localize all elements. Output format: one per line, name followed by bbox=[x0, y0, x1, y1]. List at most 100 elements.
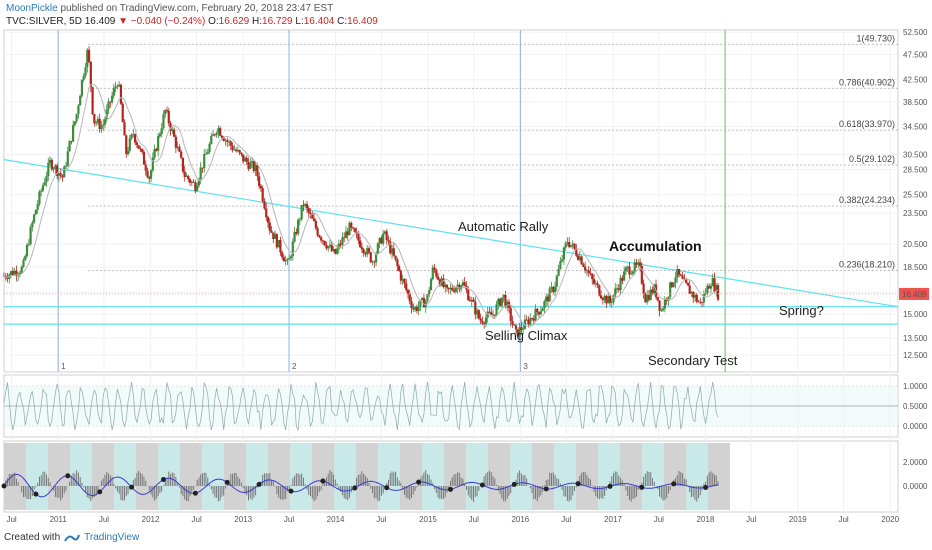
candle-body bbox=[626, 266, 629, 268]
candle-body bbox=[59, 173, 62, 176]
moving-average-line bbox=[3, 83, 719, 328]
candle-body bbox=[594, 283, 597, 285]
close-value: 16.409 bbox=[347, 16, 378, 27]
candle-body bbox=[582, 264, 585, 267]
candle-body bbox=[183, 171, 186, 177]
osc2-regime-band bbox=[114, 443, 136, 510]
candle-body bbox=[392, 248, 395, 256]
open-value: 16.629 bbox=[218, 16, 250, 27]
candle-body bbox=[495, 304, 498, 316]
candle-body bbox=[73, 121, 76, 126]
candle-body bbox=[217, 128, 220, 133]
candle-body bbox=[50, 159, 53, 170]
osc2-signal-dot bbox=[161, 477, 166, 482]
candle-body bbox=[398, 266, 401, 271]
tradingview-brand-link[interactable]: TradingView bbox=[84, 532, 140, 543]
candle-body bbox=[61, 175, 64, 178]
candle-body bbox=[635, 262, 638, 265]
published-text: published on TradingView.com, February 2… bbox=[60, 3, 334, 14]
candle-body bbox=[706, 285, 709, 294]
candle-body bbox=[548, 288, 551, 302]
candle-body bbox=[550, 287, 553, 289]
candle-body bbox=[27, 244, 30, 246]
candle-body bbox=[530, 318, 534, 319]
candle-body bbox=[238, 150, 241, 153]
candle-body bbox=[646, 294, 649, 303]
candle-body bbox=[24, 255, 27, 261]
candle-body bbox=[564, 243, 567, 248]
candle-body bbox=[227, 141, 231, 143]
candle-body bbox=[312, 218, 316, 222]
candle-body bbox=[259, 185, 263, 189]
candle-body bbox=[399, 270, 402, 281]
candle-body bbox=[623, 271, 626, 281]
candle-body bbox=[665, 299, 668, 301]
x-tick-label: 2015 bbox=[419, 515, 437, 524]
candle-body bbox=[415, 307, 418, 312]
candle-body bbox=[566, 242, 569, 244]
candle-body bbox=[114, 86, 117, 89]
candle-body bbox=[93, 113, 96, 124]
candle-body bbox=[68, 141, 71, 152]
candle-body bbox=[118, 84, 121, 87]
candle-body bbox=[449, 287, 452, 290]
candle-body bbox=[502, 294, 505, 298]
candle-body bbox=[298, 219, 301, 221]
candle-body bbox=[438, 279, 441, 286]
candle-body bbox=[511, 320, 514, 325]
candle-body bbox=[709, 285, 713, 289]
candle-body bbox=[110, 95, 114, 103]
candle-body bbox=[146, 170, 149, 178]
fib-level-label: 0.618(33.970) bbox=[839, 119, 895, 129]
candle-body bbox=[608, 296, 612, 303]
candle-body bbox=[272, 232, 275, 239]
candle-body bbox=[711, 278, 714, 286]
author-link[interactable]: MoonPickle bbox=[6, 3, 58, 14]
candle-body bbox=[638, 262, 642, 266]
candle-body bbox=[87, 49, 91, 62]
osc1-tick-label: 1.0000 bbox=[903, 382, 928, 391]
candle-body bbox=[291, 241, 294, 257]
candle-body bbox=[410, 301, 413, 309]
annotation-secondary-test: Secondary Test bbox=[648, 353, 738, 368]
y-tick-label: 34.500 bbox=[903, 123, 928, 132]
candle-body bbox=[339, 243, 342, 246]
osc2-regime-band bbox=[532, 443, 554, 510]
candle-body bbox=[233, 149, 236, 151]
candle-body bbox=[561, 259, 564, 262]
candle-body bbox=[245, 157, 248, 162]
candle-body bbox=[596, 283, 599, 286]
low-value: 16.404 bbox=[303, 16, 335, 27]
candle-body bbox=[176, 146, 179, 148]
fib-level-label: 0.382(24.234) bbox=[839, 195, 895, 205]
candle-body bbox=[273, 234, 277, 239]
candle-body bbox=[57, 173, 61, 176]
vertical-marker-label: 2 bbox=[292, 362, 297, 371]
candle-body bbox=[79, 95, 82, 106]
candle-body bbox=[72, 125, 75, 142]
x-tick-label: 2019 bbox=[789, 515, 807, 524]
tradingview-logo-icon bbox=[64, 534, 81, 542]
fib-level-label: 0.5(29.102) bbox=[849, 154, 895, 164]
trendline[interactable] bbox=[3, 159, 899, 308]
candle-body bbox=[188, 179, 192, 183]
candle-body bbox=[474, 301, 477, 315]
candle-body bbox=[382, 233, 385, 244]
candle-body bbox=[190, 181, 193, 183]
price-pane[interactable] bbox=[3, 29, 899, 373]
candle-body bbox=[592, 279, 596, 284]
candle-body bbox=[605, 295, 608, 304]
candle-body bbox=[569, 245, 573, 247]
fib-level-label: 1(49.730) bbox=[856, 33, 895, 43]
osc2-signal-dot bbox=[511, 481, 517, 487]
created-with-text: Created with bbox=[4, 532, 61, 543]
candle-body bbox=[506, 301, 509, 308]
candle-body bbox=[647, 294, 651, 300]
candle-body bbox=[105, 109, 108, 120]
chart-canvas[interactable]: 1(49.730) 0.786(40.902) 0.618(33.970) 0.5(2… bbox=[0, 0, 932, 530]
osc2-regime-band bbox=[554, 443, 576, 510]
candle-body bbox=[282, 257, 286, 262]
osc2-regime-band bbox=[378, 443, 400, 510]
candle-body bbox=[513, 324, 516, 326]
candle-body bbox=[277, 239, 280, 248]
